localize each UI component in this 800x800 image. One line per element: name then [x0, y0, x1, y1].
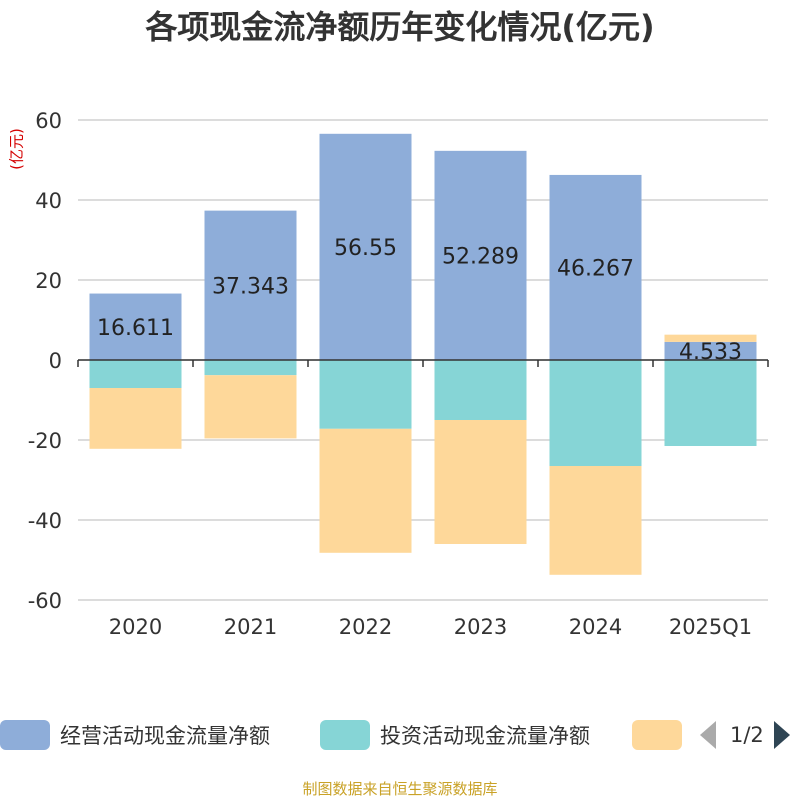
data-label-2023: 52.289	[442, 244, 519, 269]
data-label-2022: 56.55	[334, 236, 397, 261]
legend-item-operating[interactable]: 经营活动现金流量净额	[0, 720, 270, 750]
bar-2020-series-1	[89, 360, 182, 388]
x-tick-label: 2024	[569, 615, 622, 639]
x-tick-label: 2022	[339, 615, 392, 639]
legend-page-indicator: 1/2	[730, 723, 764, 747]
bar-2021-series-1	[204, 360, 297, 376]
legend-swatch-third	[632, 720, 682, 750]
bar-2024-series-0	[549, 174, 642, 360]
bar-2022-series-2	[319, 428, 412, 553]
bar-2025Q1-series-1	[664, 360, 757, 446]
legend-pager: 1/2	[700, 720, 790, 750]
bar-2022-series-0	[319, 133, 412, 360]
data-label-2024: 46.267	[557, 256, 634, 281]
bar-2025Q1-series-2	[664, 334, 757, 342]
legend-swatch-operating	[0, 720, 50, 750]
x-tick-label: 2023	[454, 615, 507, 639]
y-tick-label: 60	[35, 109, 62, 133]
legend-label-investing: 投资活动现金流量净额	[380, 724, 590, 748]
legend-next-arrow-icon[interactable]	[773, 721, 790, 749]
bar-2023-series-0	[434, 150, 527, 360]
legend-item-third[interactable]	[632, 720, 692, 750]
y-tick-label: -20	[28, 429, 62, 453]
data-label-2021: 37.343	[212, 274, 289, 299]
bar-2024-series-2	[549, 466, 642, 575]
data-label-2025Q1: 4.533	[679, 340, 742, 365]
bar-2024-series-1	[549, 360, 642, 466]
bar-2020-series-2	[89, 388, 182, 449]
chart-title: 各项现金流净额历年变化情况(亿元)	[145, 8, 655, 46]
data-label-2020: 16.611	[97, 316, 174, 341]
y-tick-label: 40	[35, 189, 62, 213]
bar-chart: 60 40 20 0 -20 -40 -60 2020 2021 2022 2023 2024 2025…	[28, 109, 769, 639]
y-tick-label: 20	[35, 269, 62, 293]
bar-2022-series-1	[319, 360, 412, 429]
bar-2025Q1-series-0	[664, 341, 757, 360]
legend: 经营活动现金流量净额 投资活动现金流量净额 1/2	[0, 716, 800, 756]
x-tick-label: 2020	[109, 615, 162, 639]
legend-item-investing[interactable]: 投资活动现金流量净额	[320, 720, 590, 750]
bar-2021-series-2	[204, 375, 297, 439]
y-tick-label: 0	[49, 349, 62, 373]
bar-2020-series-0	[89, 293, 182, 360]
x-tick-label: 2021	[224, 615, 277, 639]
y-tick-label: -40	[28, 509, 62, 533]
legend-label-operating: 经营活动现金流量净额	[60, 724, 270, 748]
y-tick-label: -60	[28, 589, 62, 613]
bar-2021-series-0	[204, 210, 297, 360]
legend-swatch-investing	[320, 720, 370, 750]
data-source-note: 制图数据来自恒生聚源数据库	[302, 780, 498, 798]
x-tick-label: 2025Q1	[669, 615, 752, 639]
bar-2023-series-1	[434, 360, 527, 420]
legend-prev-arrow-icon[interactable]	[700, 721, 716, 749]
bar-2023-series-2	[434, 420, 527, 544]
